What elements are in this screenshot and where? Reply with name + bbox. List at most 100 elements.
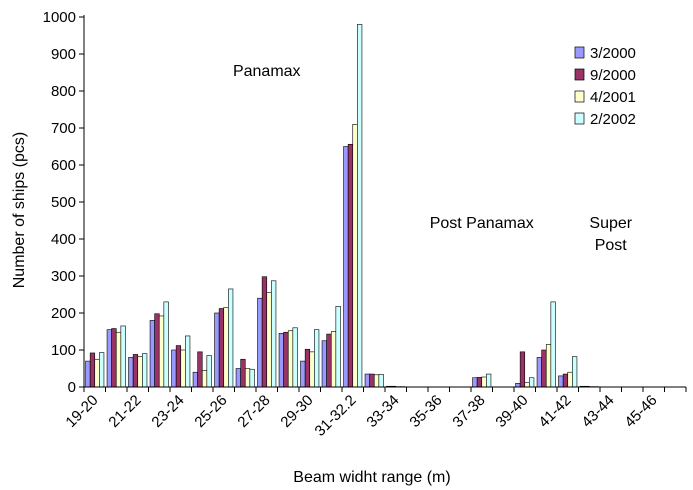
bar bbox=[235, 368, 241, 388]
y-tick-label: 900 bbox=[51, 46, 76, 63]
bar bbox=[214, 312, 220, 388]
bar bbox=[271, 280, 277, 388]
bar bbox=[529, 377, 535, 388]
y-tick-label: 700 bbox=[51, 120, 76, 137]
y-axis-ticks: 0 100 200 300 400 500 600 700 800 900 1000 bbox=[43, 9, 84, 396]
legend-swatch bbox=[574, 90, 585, 103]
x-tick-label: 19-20 bbox=[62, 392, 101, 431]
bar bbox=[197, 351, 203, 388]
bar bbox=[472, 377, 478, 388]
bar bbox=[240, 358, 246, 388]
bar bbox=[249, 368, 255, 388]
bar bbox=[572, 356, 578, 388]
bar bbox=[481, 376, 487, 388]
bar bbox=[94, 358, 100, 388]
y-tick-label: 400 bbox=[51, 231, 76, 248]
bar bbox=[154, 313, 160, 388]
annotation-label: Super bbox=[589, 215, 632, 232]
bar bbox=[283, 331, 289, 388]
legend: 3/2000 9/2000 4/2001 2/2002 bbox=[574, 45, 636, 128]
x-tick-label: 41-42 bbox=[535, 392, 574, 431]
bar bbox=[287, 330, 294, 388]
bar bbox=[364, 373, 370, 388]
bar bbox=[541, 349, 547, 388]
bar bbox=[223, 307, 229, 388]
x-axis-title: Beam widht range (m) bbox=[293, 469, 450, 486]
bar bbox=[314, 329, 320, 388]
bar bbox=[343, 146, 349, 388]
bar bbox=[128, 357, 134, 388]
bar bbox=[244, 368, 251, 388]
bar bbox=[132, 354, 139, 388]
bar bbox=[158, 315, 165, 388]
bar bbox=[115, 331, 122, 388]
y-tick-label: 1000 bbox=[43, 9, 76, 26]
x-tick-label: 27-28 bbox=[234, 392, 273, 431]
bar bbox=[106, 329, 112, 388]
bar bbox=[142, 353, 148, 388]
bar bbox=[519, 351, 526, 388]
bar bbox=[185, 335, 191, 388]
bar bbox=[99, 352, 105, 388]
bar bbox=[309, 351, 315, 388]
y-tick-label: 0 bbox=[68, 379, 76, 396]
y-tick-label: 200 bbox=[51, 305, 76, 322]
bar bbox=[218, 308, 225, 388]
y-axis-title: Number of ships (pcs) bbox=[11, 132, 28, 289]
legend-swatch bbox=[574, 68, 585, 81]
bar bbox=[373, 374, 380, 388]
bar bbox=[347, 143, 354, 388]
y-tick-label: 100 bbox=[51, 342, 76, 359]
bar bbox=[149, 320, 155, 388]
bar bbox=[558, 375, 564, 388]
bar bbox=[192, 371, 198, 388]
bar bbox=[175, 345, 182, 388]
bar bbox=[536, 357, 542, 388]
bars bbox=[85, 24, 599, 388]
x-tick-label: 21-22 bbox=[105, 392, 144, 431]
x-tick-label: 43-44 bbox=[578, 392, 617, 431]
bar bbox=[206, 355, 212, 388]
annotation-label: Post Panamax bbox=[430, 215, 534, 232]
bar bbox=[111, 328, 117, 388]
legend-label: 2/2002 bbox=[590, 111, 636, 128]
bar bbox=[567, 371, 573, 388]
bar bbox=[321, 340, 327, 388]
bar bbox=[257, 297, 263, 388]
bar bbox=[550, 301, 556, 388]
bar bbox=[335, 306, 341, 388]
bar bbox=[330, 331, 337, 388]
bar bbox=[476, 377, 483, 388]
annotation-label: Post bbox=[595, 237, 628, 254]
annotations: Panamax Post Panamax Super Post bbox=[233, 63, 633, 254]
bar bbox=[228, 288, 234, 388]
bar bbox=[171, 349, 177, 388]
x-tick-label: 35-36 bbox=[406, 392, 445, 431]
bar bbox=[562, 373, 569, 388]
x-tick-label: 33-34 bbox=[363, 392, 402, 431]
bar bbox=[85, 360, 91, 388]
x-tick-label: 29-30 bbox=[277, 392, 316, 431]
x-tick-label: 25-26 bbox=[191, 392, 230, 431]
x-tick-label: 39-40 bbox=[492, 392, 531, 431]
bar bbox=[137, 356, 143, 388]
bar bbox=[180, 349, 186, 388]
legend-label: 9/2000 bbox=[590, 67, 636, 84]
legend-label: 3/2000 bbox=[590, 45, 636, 62]
y-tick-label: 300 bbox=[51, 268, 76, 285]
legend-label: 4/2001 bbox=[590, 89, 636, 106]
annotation-label: Panamax bbox=[233, 63, 301, 80]
bar bbox=[163, 301, 169, 388]
bar bbox=[486, 373, 492, 388]
y-tick-label: 500 bbox=[51, 194, 76, 211]
y-tick-label: 600 bbox=[51, 157, 76, 174]
y-tick-label: 800 bbox=[51, 83, 76, 100]
x-tick-label: 31-32.2 bbox=[312, 392, 360, 440]
legend-swatch bbox=[574, 112, 585, 125]
bar bbox=[357, 24, 363, 388]
legend-swatch bbox=[574, 46, 585, 59]
bar bbox=[304, 348, 311, 388]
bar bbox=[89, 352, 96, 388]
